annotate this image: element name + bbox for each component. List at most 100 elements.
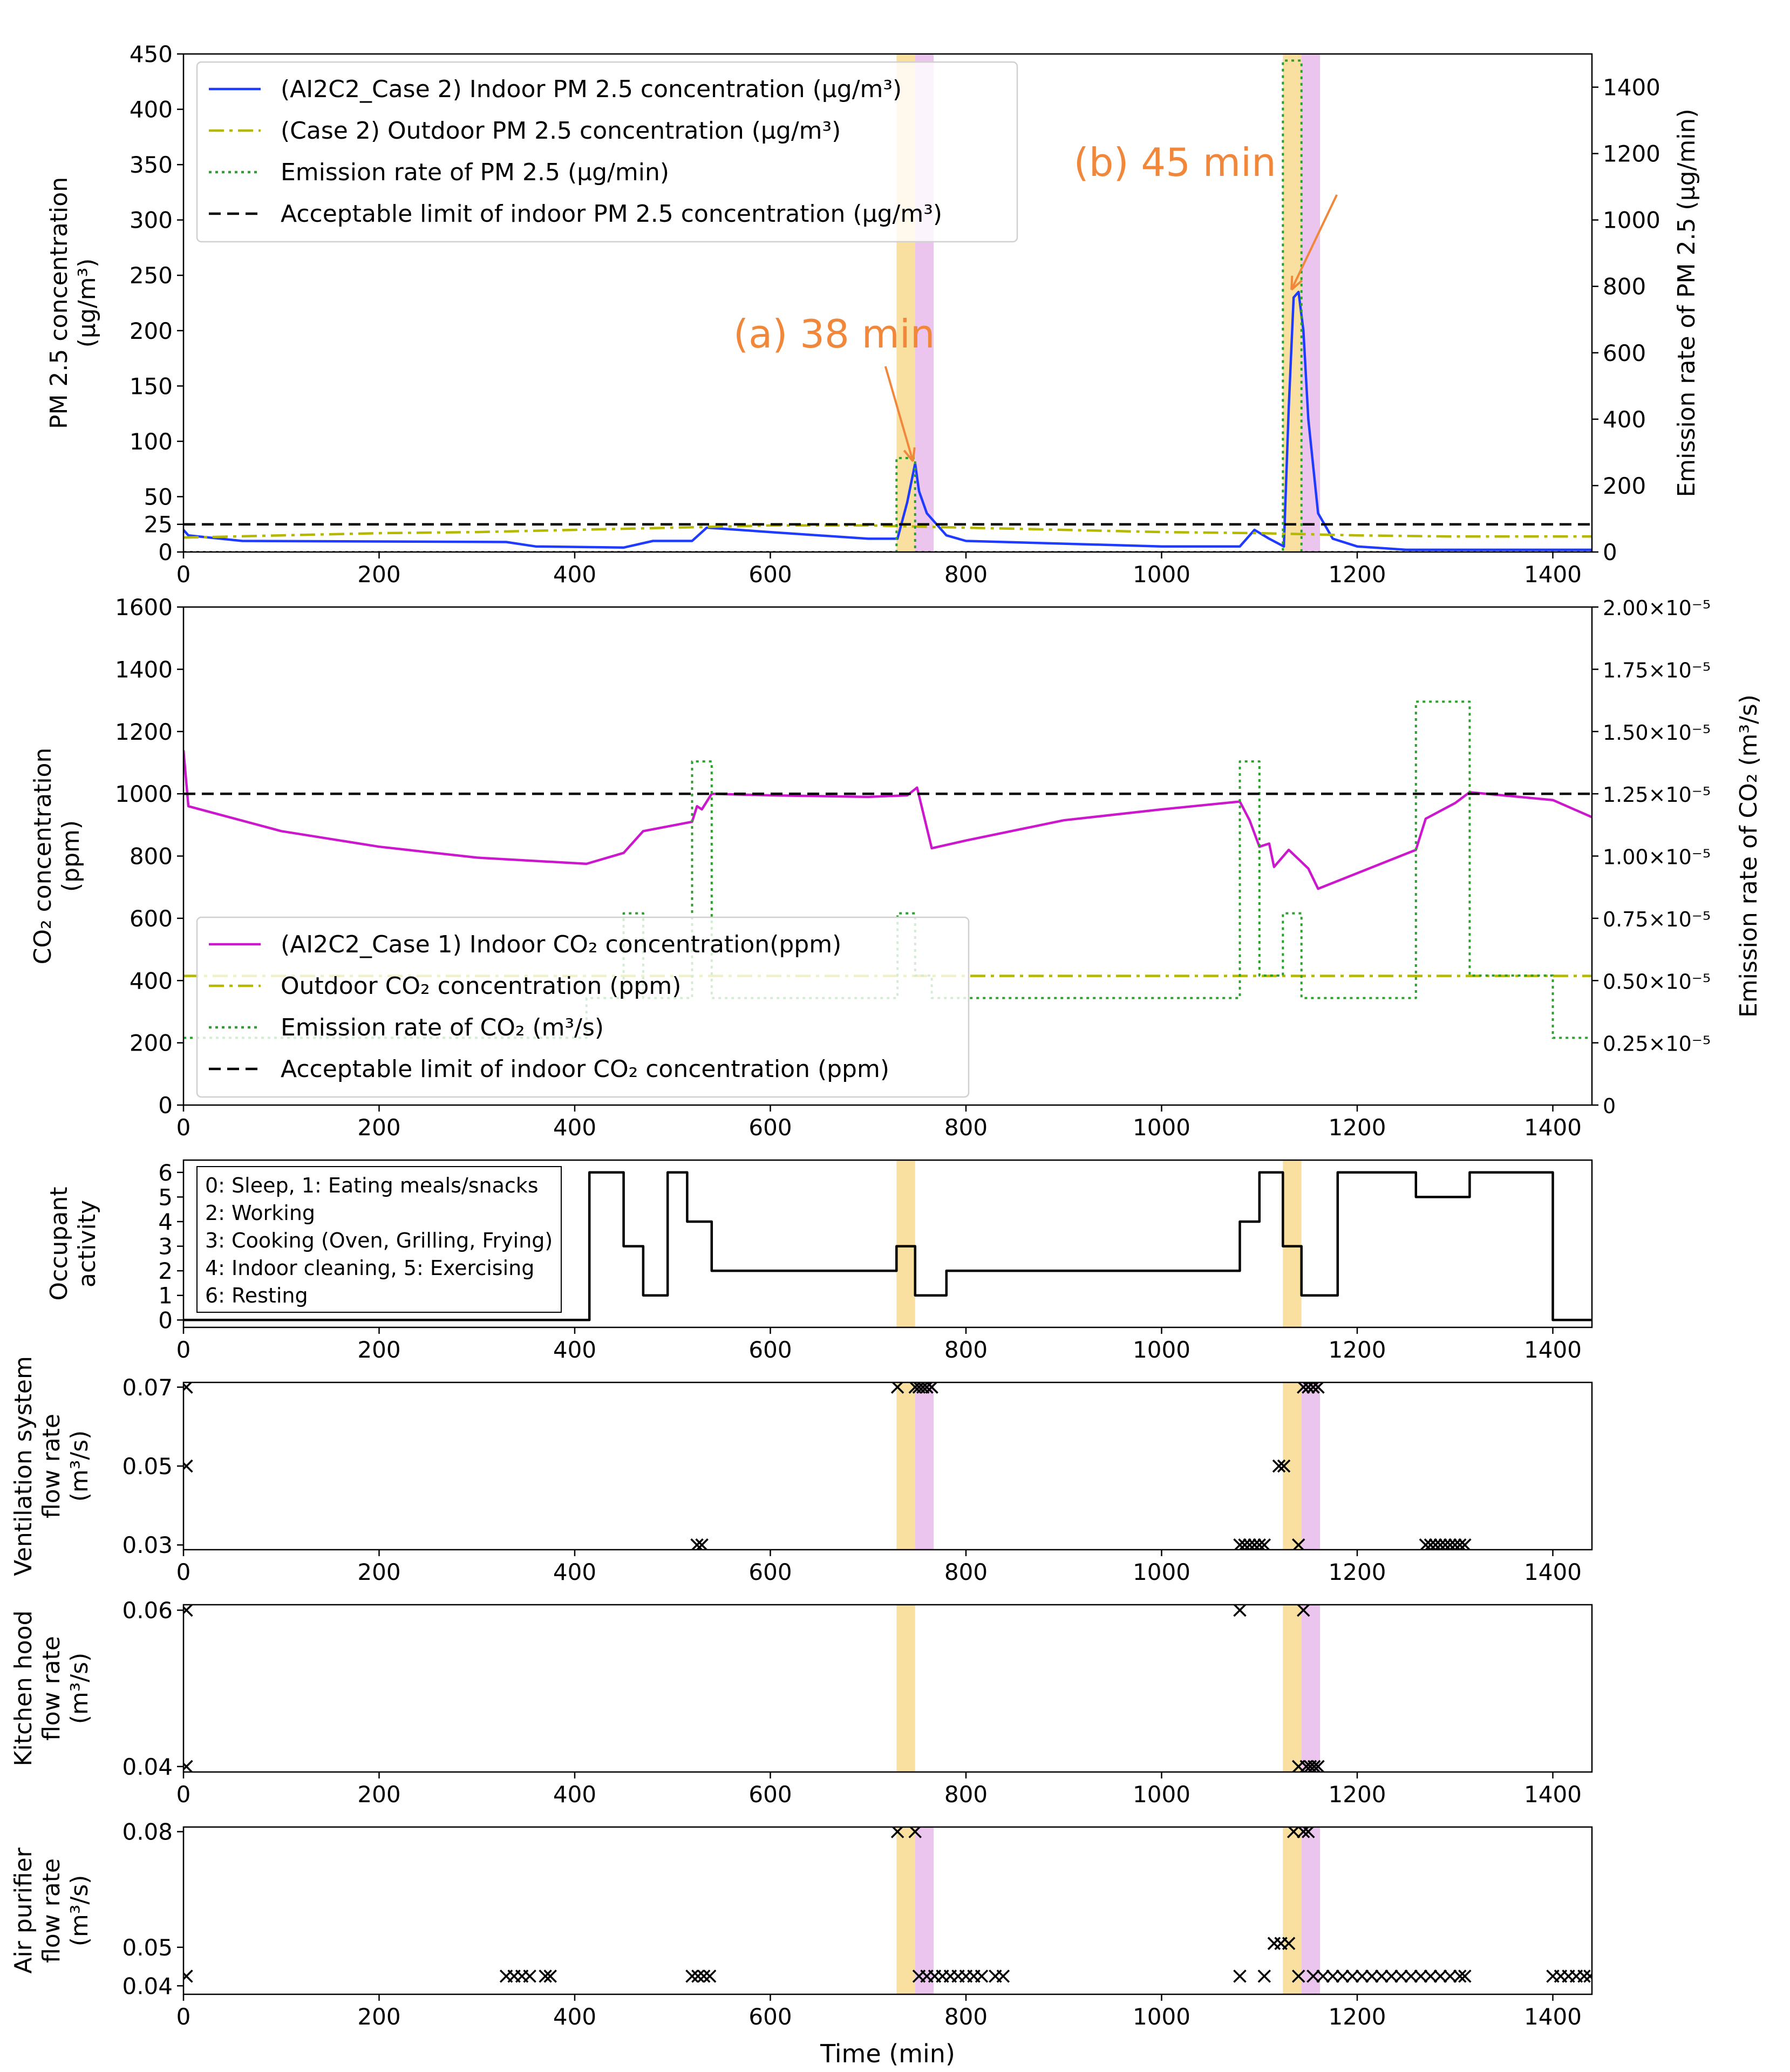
purifier-point-38 — [1355, 1969, 1369, 1983]
pm25-ytick-label-5: 200 — [130, 318, 173, 344]
purifier-xtick-label-7: 1400 — [1524, 2003, 1582, 2030]
hood-point-1 — [183, 1760, 193, 1772]
purifier-point-40 — [1375, 1969, 1389, 1983]
pm25-legend — [196, 61, 1018, 243]
chart-hood: 0 200 400 600 800 1000 1200 1400 0.04 0.06 Kitchen… — [10, 1597, 1593, 1808]
co2-ytick2-label-2: 0.50×10⁻⁵ — [1603, 970, 1711, 993]
purifier-point-30 — [1292, 1969, 1305, 1983]
pm25-legend-label-3: Acceptable limit of indoor PM 2.5 concen… — [281, 200, 942, 228]
x-axis-title: Time (min) — [820, 2039, 955, 2068]
chart-activity: 0 200 400 600 800 1000 1200 14000123456Occupant… — [45, 1159, 1593, 1363]
co2-ytick2-label-6: 1.50×10⁻⁵ — [1603, 721, 1711, 745]
co2-legend-label-2: Emission rate of CO₂ (m³/s) — [281, 1014, 604, 1041]
pm25-xtick-label-2: 400 — [553, 561, 596, 588]
purifier-point-45 — [1424, 1969, 1438, 1983]
co2-ytick-label-1: 200 — [130, 1030, 173, 1057]
hood-xtick-label-0: 0 — [176, 1781, 191, 1808]
purifier-point-49 — [1458, 1969, 1472, 1983]
pm25-legend-label-0: (AI2C2_Case 2) Indoor PM 2.5 concentrati… — [281, 76, 902, 103]
ventilation-point-24 — [1424, 1538, 1438, 1550]
ventilation-axes-frame — [182, 1381, 1593, 1551]
co2-ytick-label-4: 800 — [130, 843, 173, 870]
purifier-point-28 — [1282, 1937, 1296, 1950]
activity-ytick-label-6: 6 — [158, 1160, 173, 1186]
co2-xtick-label-4: 800 — [944, 1114, 988, 1141]
ventilation-point-25 — [1428, 1538, 1442, 1550]
activity-legend — [196, 1166, 562, 1313]
purifier-ytick-label-1: 0.05 — [122, 1934, 173, 1961]
co2-xtick-label-2: 400 — [553, 1114, 596, 1141]
purifier-point-6 — [543, 1969, 557, 1983]
ventilation-point-0 — [183, 1382, 193, 1394]
co2-legend-label-3: Acceptable limit of indoor CO₂ concentra… — [281, 1055, 889, 1083]
ventilation-point-17 — [1277, 1459, 1291, 1473]
co2-ytick-label-8: 1600 — [115, 594, 173, 621]
purifier-point-33 — [1306, 1969, 1320, 1983]
activity-xtick-label-5: 1000 — [1133, 1337, 1190, 1363]
pm25-legend-label-2: Emission rate of PM 2.5 (µg/min) — [281, 159, 669, 186]
chart-purifier: 0 200 400 600 800 1000 1200 1400 0.04 0.05 0.08 Air… — [10, 1819, 1593, 2030]
activity-xtick-label-2: 400 — [553, 1337, 596, 1363]
purifier-point-41 — [1385, 1969, 1398, 1983]
co2-xtick-label-0: 0 — [176, 1114, 191, 1141]
ventilation-ytick-label-0: 0.03 — [122, 1532, 173, 1558]
pm25-ytick2-label-0: 0 — [1603, 539, 1617, 565]
ventilation-xtick-label-3: 600 — [748, 1559, 792, 1585]
purifier-point-25 — [1257, 1969, 1271, 1983]
purifier-point-0 — [183, 1969, 193, 1983]
hood-xtick-label-5: 1000 — [1133, 1781, 1190, 1808]
pm25-annotation-arrowhead-0 — [903, 447, 916, 462]
pm25-ytick-label-7: 300 — [130, 207, 173, 234]
ventilation-point-13 — [1248, 1538, 1261, 1550]
hood-point-8 — [1311, 1760, 1325, 1772]
co2-ylabel-line-1: (ppm) — [57, 820, 85, 892]
pm25-highlight-band-3 — [1301, 54, 1321, 552]
co2-legend — [196, 916, 970, 1098]
pm25-xtick-label-5: 1000 — [1133, 561, 1190, 588]
pm25-annotation-arrow-1 — [1290, 194, 1338, 290]
ventilation-highlight-band-1 — [915, 1382, 934, 1550]
ventilation-point-27 — [1438, 1538, 1452, 1550]
pm25-ytick2-label-4: 800 — [1603, 274, 1646, 300]
activity-axes-frame — [182, 1159, 1593, 1328]
ventilation-point-12 — [1243, 1538, 1256, 1550]
pm25-xtick-label-0: 0 — [176, 561, 191, 588]
pm25-ylabel-line-1: (µg/m³) — [73, 258, 101, 348]
activity-xtick-label-3: 600 — [748, 1337, 792, 1363]
ventilation-ylabel-line-2: (m³/s) — [66, 1430, 93, 1502]
pm25-ytick2-label-5: 1000 — [1603, 207, 1660, 234]
activity-xtick-label-6: 1200 — [1329, 1337, 1386, 1363]
ventilation-point-31 — [1458, 1538, 1472, 1550]
purifier-point-4 — [523, 1969, 536, 1983]
ventilation-point-16 — [1272, 1459, 1286, 1473]
activity-ylabel-line-0: Occupant — [45, 1187, 73, 1301]
purifier-ylabel-line-2: (m³/s) — [66, 1875, 93, 1947]
activity-xtick-label-4: 800 — [944, 1337, 988, 1363]
co2-ytick-label-0: 0 — [158, 1092, 173, 1119]
ventilation-point-29 — [1448, 1538, 1462, 1550]
co2-ylabel-right: Emission rate of CO₂ (m³/s) — [1735, 694, 1762, 1018]
ventilation-xtick-label-5: 1000 — [1133, 1559, 1190, 1585]
purifier-point-36 — [1336, 1969, 1350, 1983]
ventilation-ytick-label-1: 0.05 — [122, 1453, 173, 1480]
ventilation-point-18 — [1292, 1538, 1305, 1550]
activity-ytick-label-2: 2 — [158, 1258, 173, 1284]
purifier-highlight-band-1 — [915, 1827, 934, 1994]
activity-xtick-label-7: 1400 — [1524, 1337, 1582, 1363]
ventilation-point-23 — [1419, 1538, 1433, 1550]
hood-point-2 — [1233, 1605, 1247, 1617]
hood-highlight-band-2 — [1301, 1605, 1321, 1772]
co2-series-line-0 — [183, 750, 1592, 890]
pm25-annotation-0: (a) 38 min — [733, 311, 935, 357]
pm25-xtick-label-6: 1200 — [1329, 561, 1386, 588]
purifier-axes-frame — [182, 1826, 1593, 1995]
pm25-ylabel-line-0: PM 2.5 concentration — [45, 177, 73, 429]
pm25-xtick-label-7: 1400 — [1524, 561, 1582, 588]
purifier-highlight-band-2 — [1283, 1827, 1302, 1994]
purifier-point-5 — [539, 1969, 552, 1983]
purifier-ytick-label-0: 0.04 — [122, 1973, 173, 1999]
co2-xtick-label-6: 1200 — [1329, 1114, 1386, 1141]
chart-co2: 0 200 400 600 800 1000 1200 1400 0 200 400 600 800 10… — [29, 594, 1762, 1141]
activity-legend-line-4: 6: Resting — [205, 1284, 308, 1307]
purifier-plot-area — [183, 1827, 1592, 1994]
